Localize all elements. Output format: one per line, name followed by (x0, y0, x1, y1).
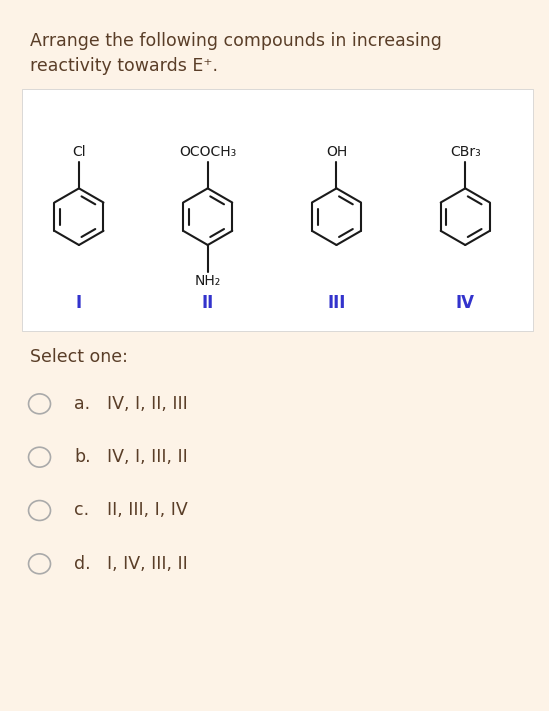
Text: II: II (201, 294, 214, 312)
Text: IV, I, III, II: IV, I, III, II (107, 448, 188, 466)
Text: Arrange the following compounds in increasing: Arrange the following compounds in incre… (30, 32, 442, 50)
Text: NH₂: NH₂ (194, 274, 221, 289)
Text: III: III (327, 294, 346, 312)
Text: c.: c. (74, 501, 89, 520)
Text: Cl: Cl (72, 145, 86, 159)
Text: I: I (76, 294, 82, 312)
Text: d.: d. (74, 555, 91, 573)
Text: reactivity towards E⁺.: reactivity towards E⁺. (30, 57, 218, 75)
Text: I, IV, III, II: I, IV, III, II (107, 555, 188, 573)
Text: a.: a. (74, 395, 90, 413)
Text: OH: OH (326, 145, 347, 159)
Text: OCOCH₃: OCOCH₃ (179, 145, 236, 159)
FancyBboxPatch shape (22, 89, 533, 331)
Text: Select one:: Select one: (30, 348, 128, 366)
Text: CBr₃: CBr₃ (450, 145, 480, 159)
Text: II, III, I, IV: II, III, I, IV (107, 501, 188, 520)
Text: b.: b. (74, 448, 91, 466)
Text: IV, I, II, III: IV, I, II, III (107, 395, 188, 413)
Text: IV: IV (456, 294, 475, 312)
